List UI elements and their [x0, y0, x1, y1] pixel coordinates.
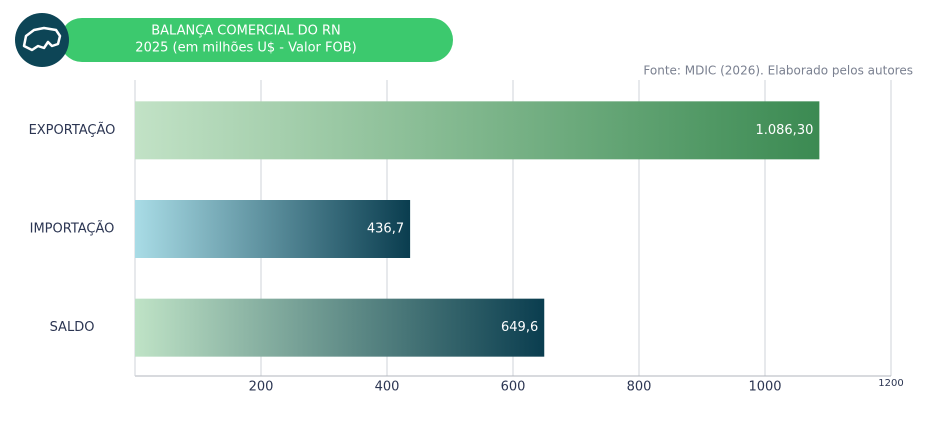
chart-subtitle: 2025 (em milhões U$ - Valor FOB)	[135, 41, 356, 56]
x-tick-label: 800	[627, 380, 652, 395]
logo-map	[22, 26, 62, 52]
bar	[135, 200, 411, 258]
bar	[135, 101, 820, 160]
bar	[135, 298, 545, 357]
category-label: EXPORTAÇÃO	[29, 122, 116, 138]
value-label: 649,6	[501, 320, 538, 335]
source-note: Fonte: MDIC (2026). Elaborado pelos auto…	[643, 64, 913, 78]
logo	[15, 13, 69, 67]
x-tick-label: 1000	[748, 380, 781, 395]
chart-title: BALANÇA COMERCIAL DO RN	[151, 24, 341, 39]
category-label: SALDO	[50, 320, 95, 335]
category-label: IMPORTAÇÃO	[30, 221, 115, 237]
x-tick-label: 400	[375, 380, 400, 395]
title-banner	[60, 18, 453, 62]
x-tick-label: 200	[249, 380, 274, 395]
x-tick-label: 600	[501, 380, 526, 395]
value-label: 1.086,30	[755, 123, 813, 138]
value-label: 436,7	[367, 222, 404, 237]
x-tick-label: 1200	[878, 378, 903, 389]
